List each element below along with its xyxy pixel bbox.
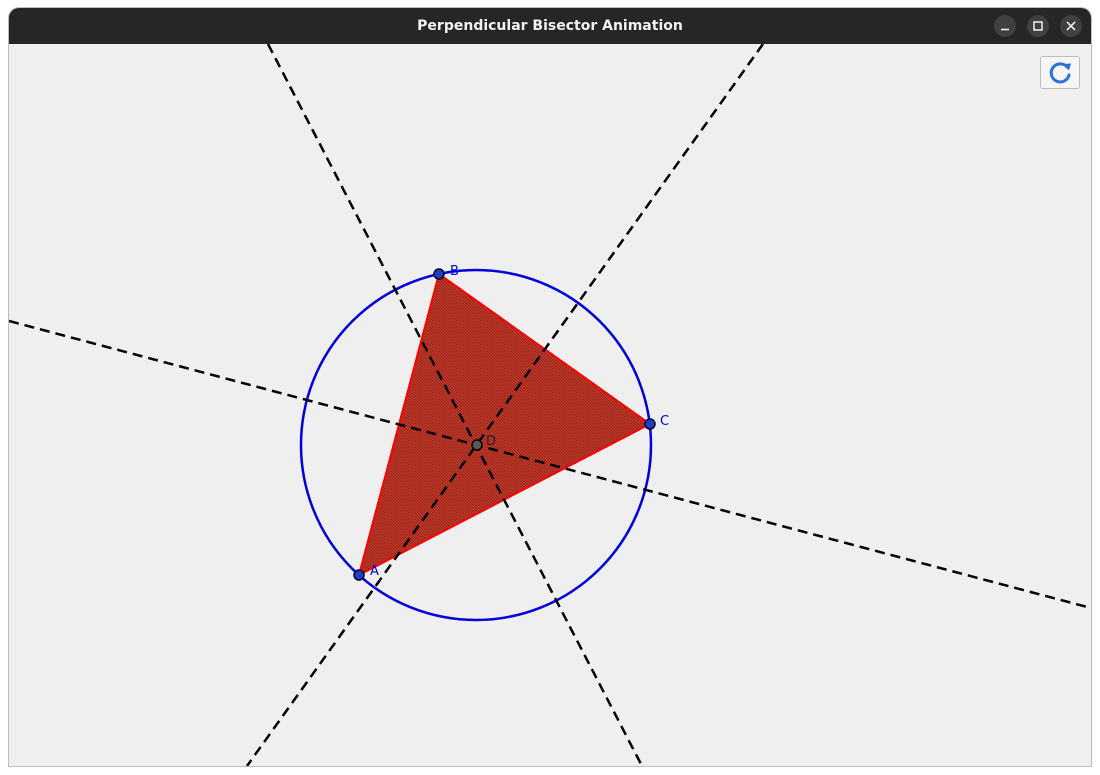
bisector-bc[interactable] [266,43,644,766]
refresh-button[interactable] [1040,56,1080,89]
close-icon [1066,21,1076,31]
window-title: Perpendicular Bisector Animation [417,18,683,34]
drawing-canvas[interactable]: A B C D [9,43,1091,766]
close-button[interactable] [1060,15,1082,37]
point-b[interactable] [433,268,445,280]
point-c[interactable] [644,418,656,430]
label-b: B [450,264,459,279]
bisector-ac[interactable] [245,43,765,766]
point-d[interactable] [471,439,483,451]
minimize-icon [1001,28,1009,31]
maximize-button[interactable] [1027,15,1049,37]
label-c: C [660,414,669,429]
geometry-figure: A B C D [9,43,1091,766]
bisector-ab[interactable] [9,319,1091,610]
circumcircle[interactable] [299,268,653,622]
label-a: A [370,564,379,579]
title-bar[interactable]: Perpendicular Bisector Animation [9,8,1091,44]
app-window: Perpendicular Bisector Animation [9,8,1091,766]
maximize-icon [1033,21,1043,31]
minimize-button[interactable] [994,15,1016,37]
label-d: D [486,434,496,449]
refresh-icon [1049,62,1071,84]
point-a[interactable] [353,569,365,581]
